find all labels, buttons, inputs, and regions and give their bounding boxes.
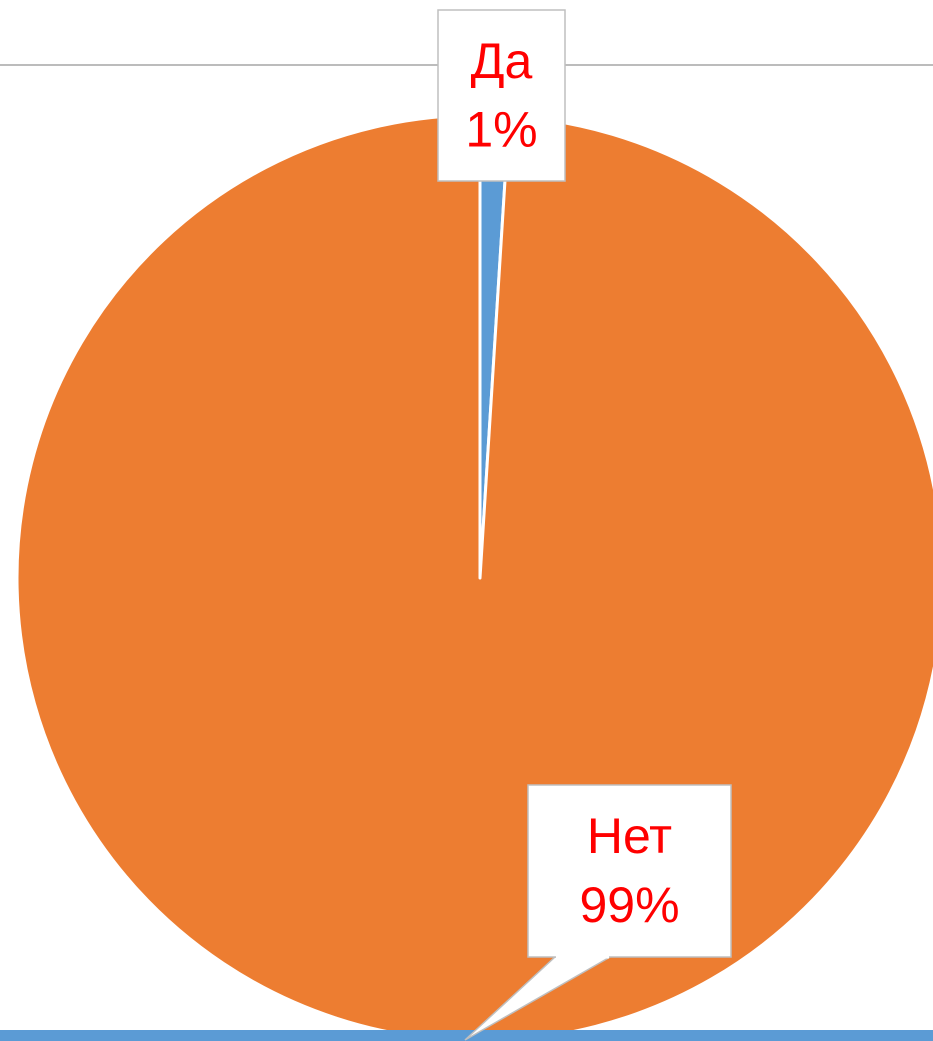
bottom-bar bbox=[0, 1030, 933, 1041]
data-callout: Да 1% bbox=[437, 9, 566, 182]
category-label: Нет bbox=[587, 808, 672, 864]
pie-slice bbox=[15, 113, 933, 1041]
value-label: 1% bbox=[465, 101, 537, 157]
category-label: Да bbox=[471, 33, 533, 89]
value-label: 99% bbox=[579, 877, 679, 933]
slices bbox=[15, 113, 933, 1041]
data-callout: Нет 99% bbox=[464, 784, 732, 1041]
callout-box bbox=[527, 784, 732, 958]
callout-box bbox=[437, 9, 566, 182]
labels: Да 1% Нет 99% bbox=[437, 9, 732, 1041]
